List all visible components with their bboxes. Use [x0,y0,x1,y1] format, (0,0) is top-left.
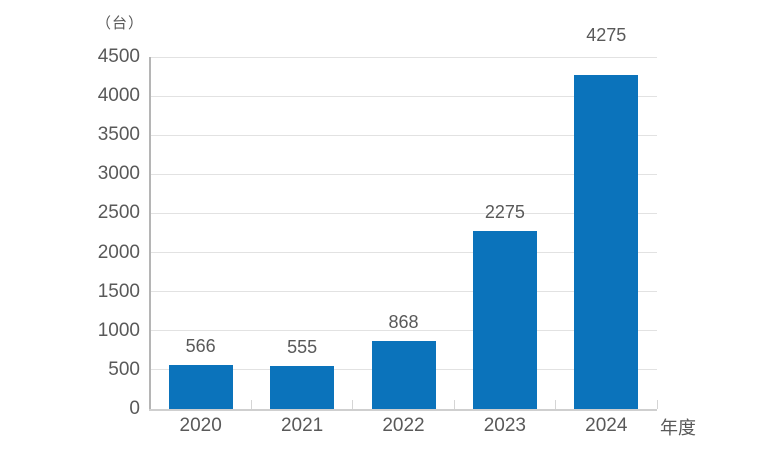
y-axis-unit-label: （台） [95,15,144,32]
category-tick [656,400,658,409]
bar-2024 [574,74,639,409]
y-axis-tick-label: 500 [108,358,140,380]
bar-value-label: 566 [185,335,216,356]
y-axis-tick-label: 3000 [97,163,140,185]
x-axis-tick-label: 2022 [382,415,425,436]
y-axis-tick-label: 4000 [97,85,140,107]
category-tick [453,400,455,409]
bar-2020 [168,364,233,409]
x-axis-unit-label: 年度 [660,418,696,438]
bar-value-label: 2275 [484,202,525,223]
x-axis-tick-label: 2020 [179,415,222,436]
category-tick [555,400,557,409]
y-axis-tick-label: 4500 [97,46,140,67]
category-tick [352,400,354,409]
bar-value-label: 555 [287,336,318,357]
gridline [150,252,657,254]
x-axis-tick-label: 2023 [483,415,527,436]
bar-2021 [270,365,335,409]
gridline [150,173,657,175]
x-axis-line [149,409,657,411]
gridline [150,212,657,214]
y-axis-tick-label: 1000 [97,319,140,341]
x-axis-tick-label: 2024 [585,415,628,436]
bar-2023 [472,231,537,409]
y-axis-tick-label: 3500 [97,124,140,146]
category-tick [250,400,252,409]
bar-value-label: 868 [388,312,419,333]
gridline [150,291,657,293]
gridline [150,330,657,332]
gridline [150,134,657,136]
gridline [150,95,657,97]
y-axis-tick-label: 2000 [97,241,140,263]
y-axis-tick-label: 2500 [97,202,140,224]
bar-2022 [371,341,436,409]
x-axis-tick-label: 2021 [280,415,324,436]
gridline [150,56,657,58]
bar-value-label: 4275 [586,25,627,45]
y-axis-tick-label: 0 [129,398,140,419]
y-axis-line [149,57,151,410]
y-axis-tick-label: 1500 [97,280,140,302]
